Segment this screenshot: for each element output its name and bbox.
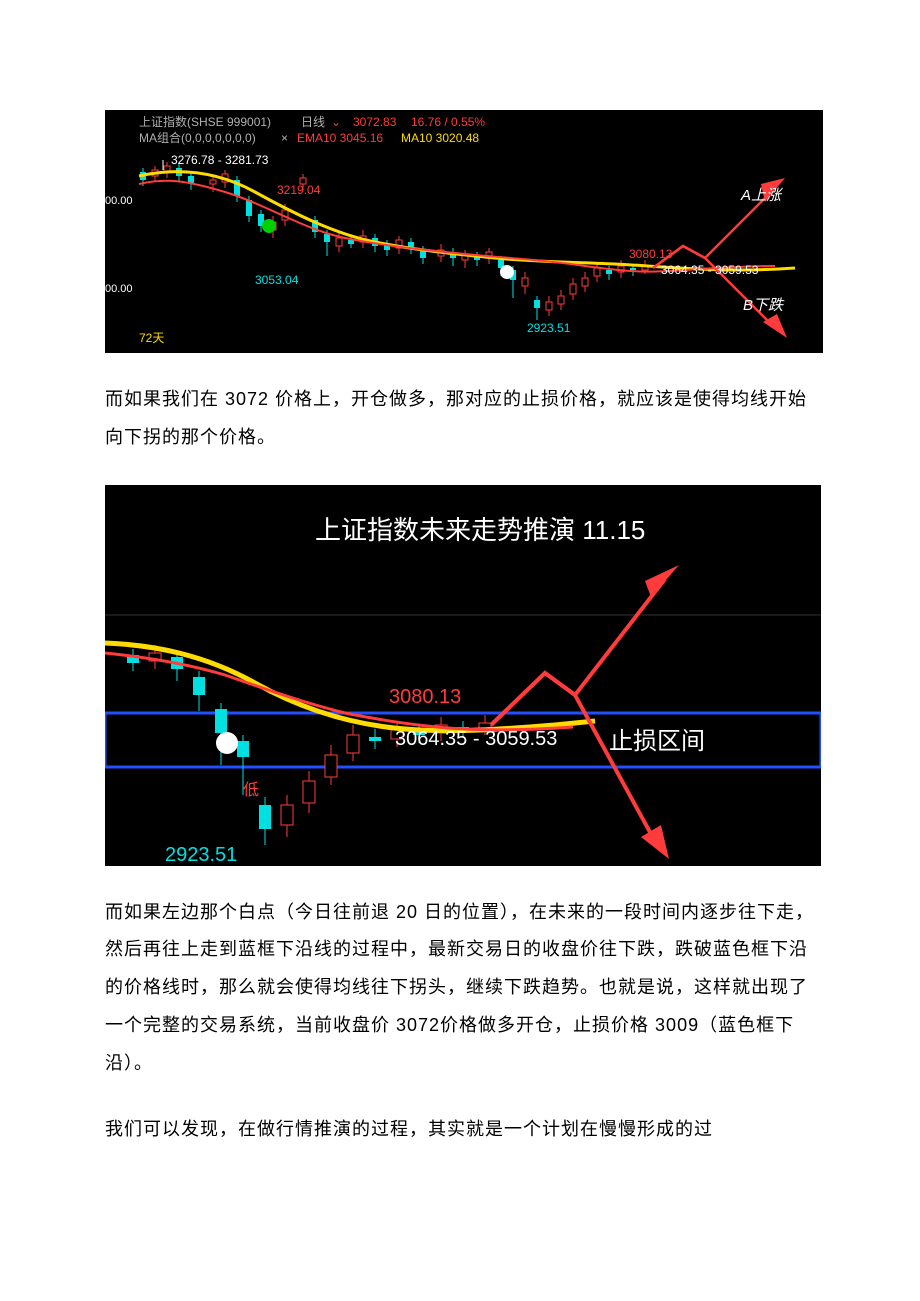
chart2-di: 低: [243, 781, 259, 799]
chart1-scen-b: B下跌: [743, 297, 785, 314]
chart1-lo2: 2923.51: [527, 321, 571, 335]
chart-2-svg: 上证指数未来走势推演 11.15 3080.13 3064.35 - 3059.…: [105, 485, 821, 866]
paragraph-1: 而如果我们在 3072 价格上，开仓做多，那对应的止损价格，就应该是使得均线开始…: [105, 381, 820, 457]
chart1-hi2: 3219.04: [277, 183, 321, 197]
chart1-ma10: MA10 3020.48: [401, 131, 479, 145]
chevron-down-icon: ⌄: [331, 115, 341, 129]
chart1-axis-top: 00.00: [105, 195, 133, 207]
chart2-cur: 3080.13: [389, 686, 461, 708]
chart1-hi-range: 3276.78 - 3281.73: [171, 153, 269, 167]
chart2-title: 上证指数未来走势推演 11.15: [315, 515, 645, 545]
white-dot-icon: [500, 265, 514, 279]
chart2-marange: 3064.35 - 3059.53: [395, 728, 557, 750]
paragraph-3: 我们可以发现，在做行情推演的过程，其实就是一个计划在慢慢形成的过: [105, 1111, 820, 1149]
chart1-marange: 3064.35 - 3059.53: [661, 263, 759, 277]
chart2-lo: 2923.51: [165, 844, 237, 866]
chart1-magroup: MA组合(0,0,0,0,0,0,0): [139, 130, 256, 145]
chart1-cur: 3080.13: [629, 247, 673, 261]
white-dot-icon: [216, 732, 238, 754]
chart1-days: 72天: [139, 331, 164, 345]
paragraph-2: 而如果左边那个白点（今日往前退 20 日的位置），在未来的一段时间内逐步往下走，…: [105, 894, 820, 1083]
chart1-cross-icon: ×: [281, 131, 288, 145]
chart1-axis-bot: 00.00: [105, 283, 133, 295]
chart1-name: 上证指数(SHSE 999001): [139, 114, 271, 129]
chart1-lo1: 3053.04: [255, 273, 299, 287]
chart-1-container: 上证指数(SHSE 999001) 日线 ⌄ 3072.83 16.76 / 0…: [105, 110, 823, 353]
chart1-price: 3072.83: [353, 115, 397, 129]
chart-2-container: 上证指数未来走势推演 11.15 3080.13 3064.35 - 3059.…: [105, 485, 821, 866]
chart1-tf: 日线: [301, 115, 325, 129]
chart1-ema10: EMA10 3045.16: [297, 131, 383, 145]
chart1-change: 16.76 / 0.55%: [411, 115, 485, 129]
chart1-scen-a: A上涨: [740, 187, 783, 204]
chart-1-svg: 上证指数(SHSE 999001) 日线 ⌄ 3072.83 16.76 / 0…: [105, 110, 823, 353]
green-dot-icon: [262, 219, 276, 233]
chart2-stop-label: 止损区间: [609, 728, 705, 755]
